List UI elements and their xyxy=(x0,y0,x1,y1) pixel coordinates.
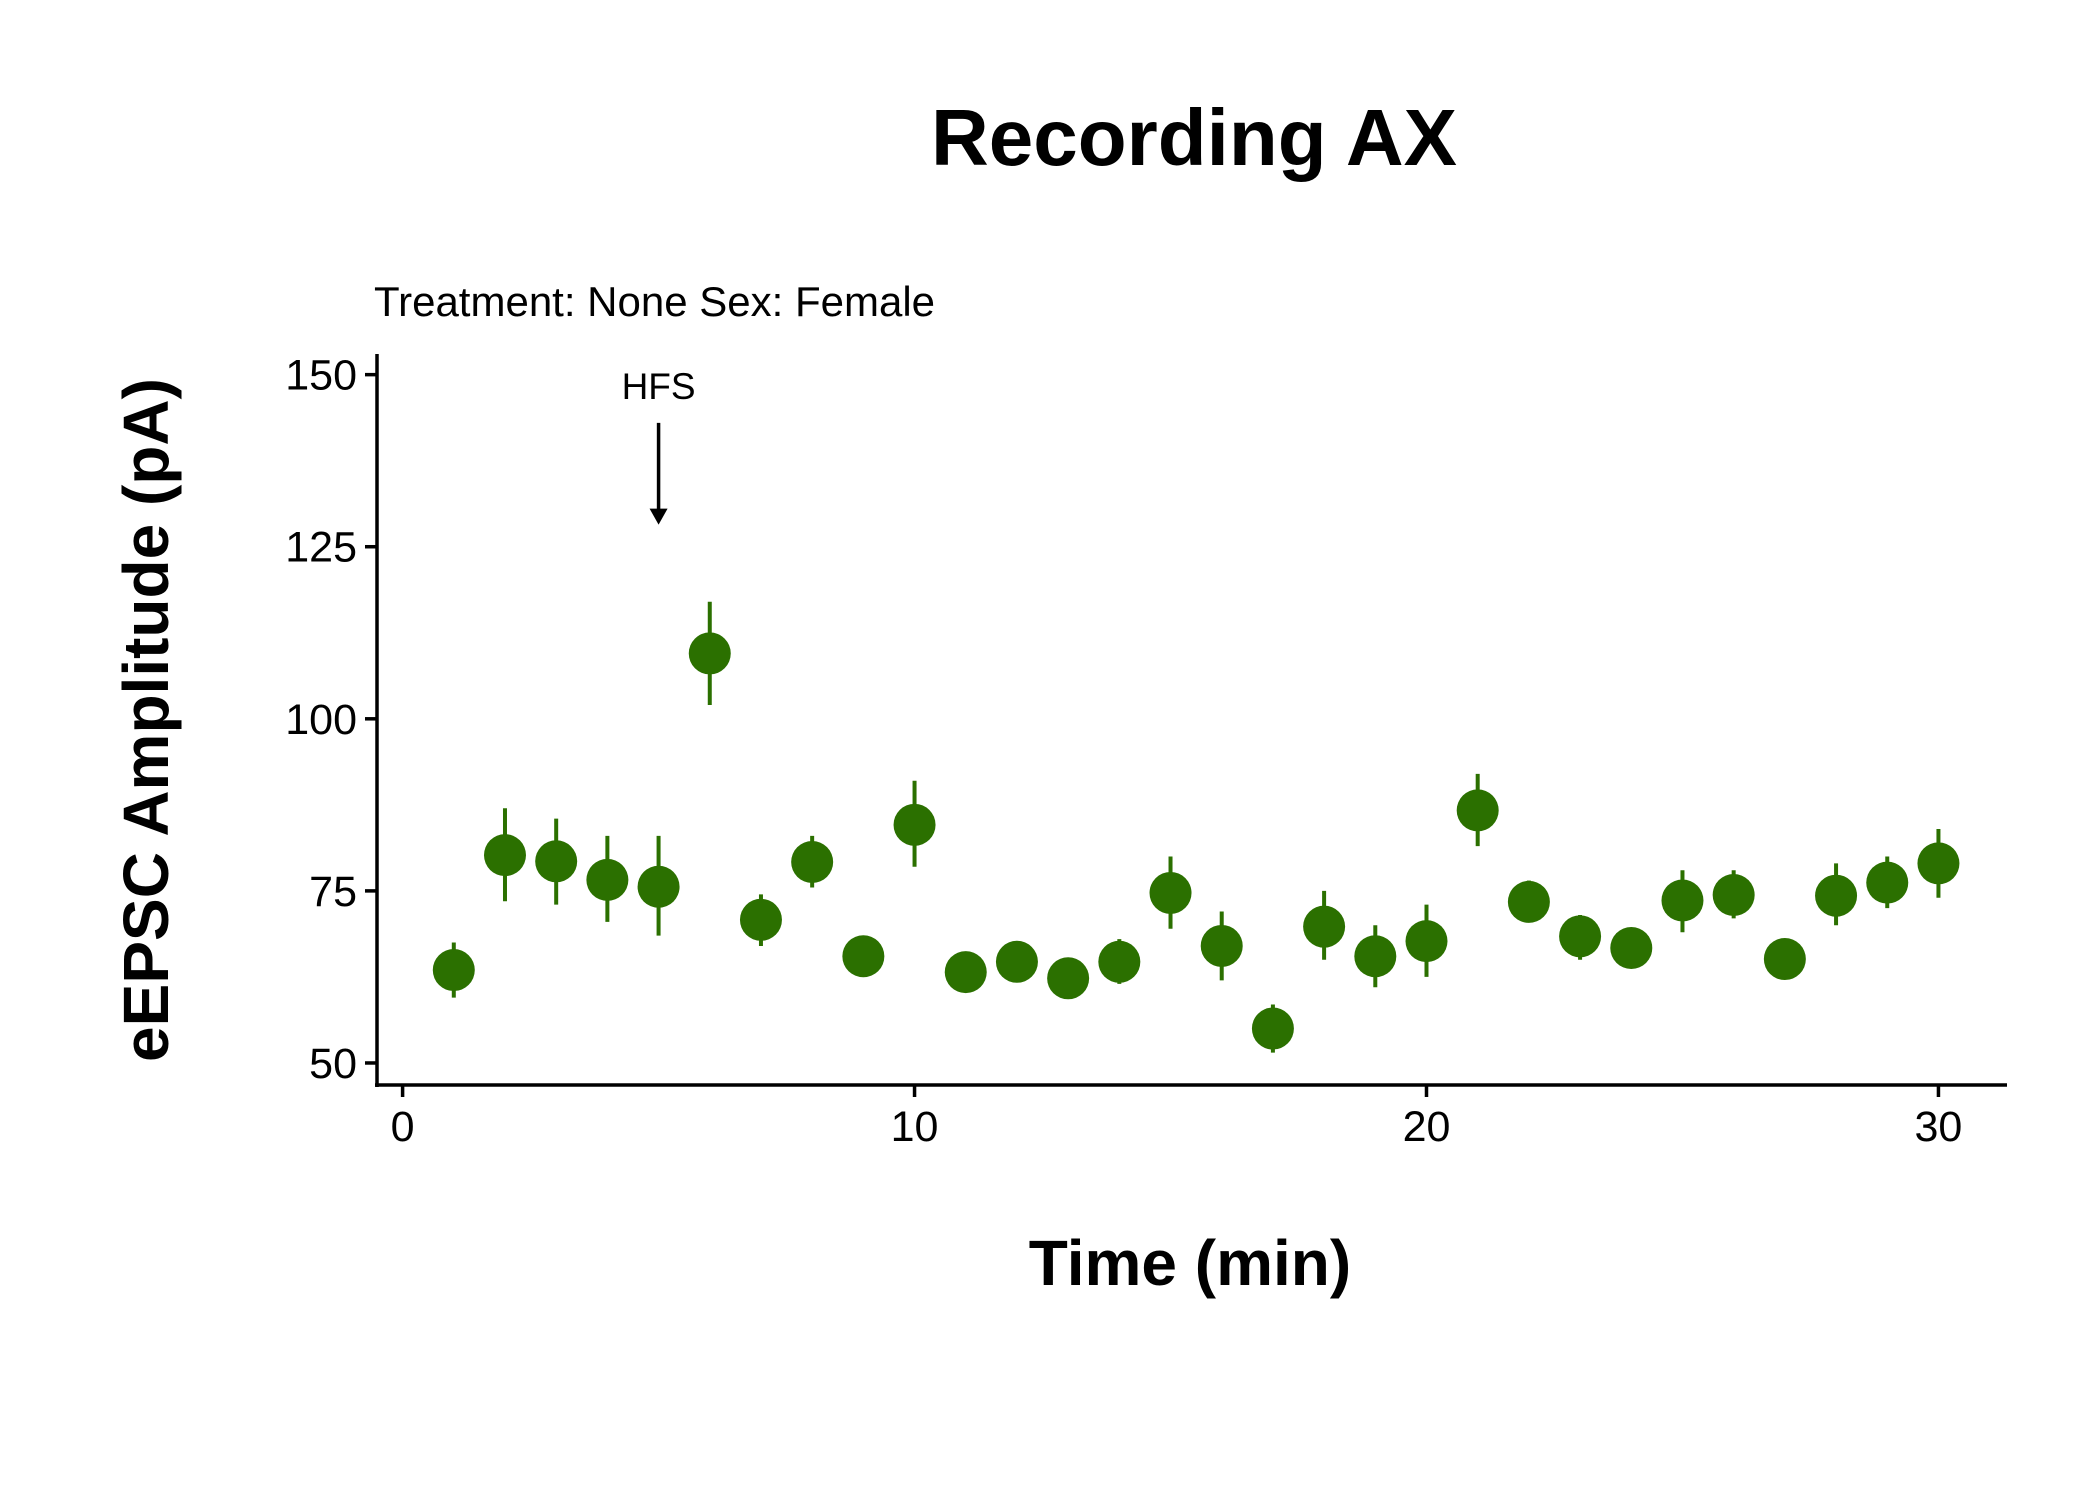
x-tick-label: 30 xyxy=(1915,1103,1963,1151)
data-point xyxy=(1866,861,1909,904)
data-point xyxy=(1354,935,1397,978)
data-point xyxy=(791,840,834,883)
data-point xyxy=(739,898,782,941)
ticks: 50 75 100 125 150 0 10 20 30 xyxy=(285,352,1962,1151)
data-point xyxy=(1610,927,1653,970)
data-point xyxy=(637,865,680,908)
annotation: HFS xyxy=(622,366,696,525)
data-point xyxy=(432,949,475,992)
data-point xyxy=(1251,1007,1294,1050)
chart-subtitle: Treatment: None Sex: Female xyxy=(374,278,935,325)
data-point xyxy=(1405,920,1448,963)
data-point xyxy=(1815,874,1858,917)
data-point xyxy=(893,803,936,846)
y-tick-label: 75 xyxy=(309,868,357,916)
x-axis-title: Time (min) xyxy=(1029,1227,1351,1299)
data-point xyxy=(1507,880,1550,923)
hfs-label: HFS xyxy=(622,366,696,407)
y-tick-label: 100 xyxy=(285,696,357,744)
axes xyxy=(375,354,2007,1087)
data-point xyxy=(1456,789,1499,832)
y-tick-label: 125 xyxy=(285,524,357,572)
data-point xyxy=(995,940,1038,983)
x-tick-label: 20 xyxy=(1403,1103,1451,1151)
y-tick-label: 50 xyxy=(309,1040,357,1088)
data-point xyxy=(1303,905,1346,948)
data-point xyxy=(586,858,629,901)
data-point xyxy=(1047,957,1090,1000)
data-point xyxy=(944,951,987,994)
chart-title: Recording AX xyxy=(931,93,1457,182)
data-point xyxy=(535,840,578,883)
hfs-arrow-head xyxy=(649,508,668,525)
data-point xyxy=(483,834,526,877)
data-point xyxy=(688,632,731,675)
data-point xyxy=(1149,871,1192,914)
data-point xyxy=(1712,874,1755,917)
data-point xyxy=(1661,879,1704,922)
data-point xyxy=(1917,842,1960,885)
data-point xyxy=(1098,940,1141,983)
x-tick-label: 10 xyxy=(891,1103,939,1151)
data-point xyxy=(842,935,885,978)
x-tick-label: 0 xyxy=(391,1103,415,1151)
y-tick-label: 150 xyxy=(285,352,357,400)
data-series xyxy=(432,601,1960,1053)
data-point xyxy=(1200,924,1243,967)
y-axis-title: eEPSC Amplitude (pA) xyxy=(110,378,182,1062)
data-point xyxy=(1763,938,1806,981)
data-point xyxy=(1559,915,1602,958)
